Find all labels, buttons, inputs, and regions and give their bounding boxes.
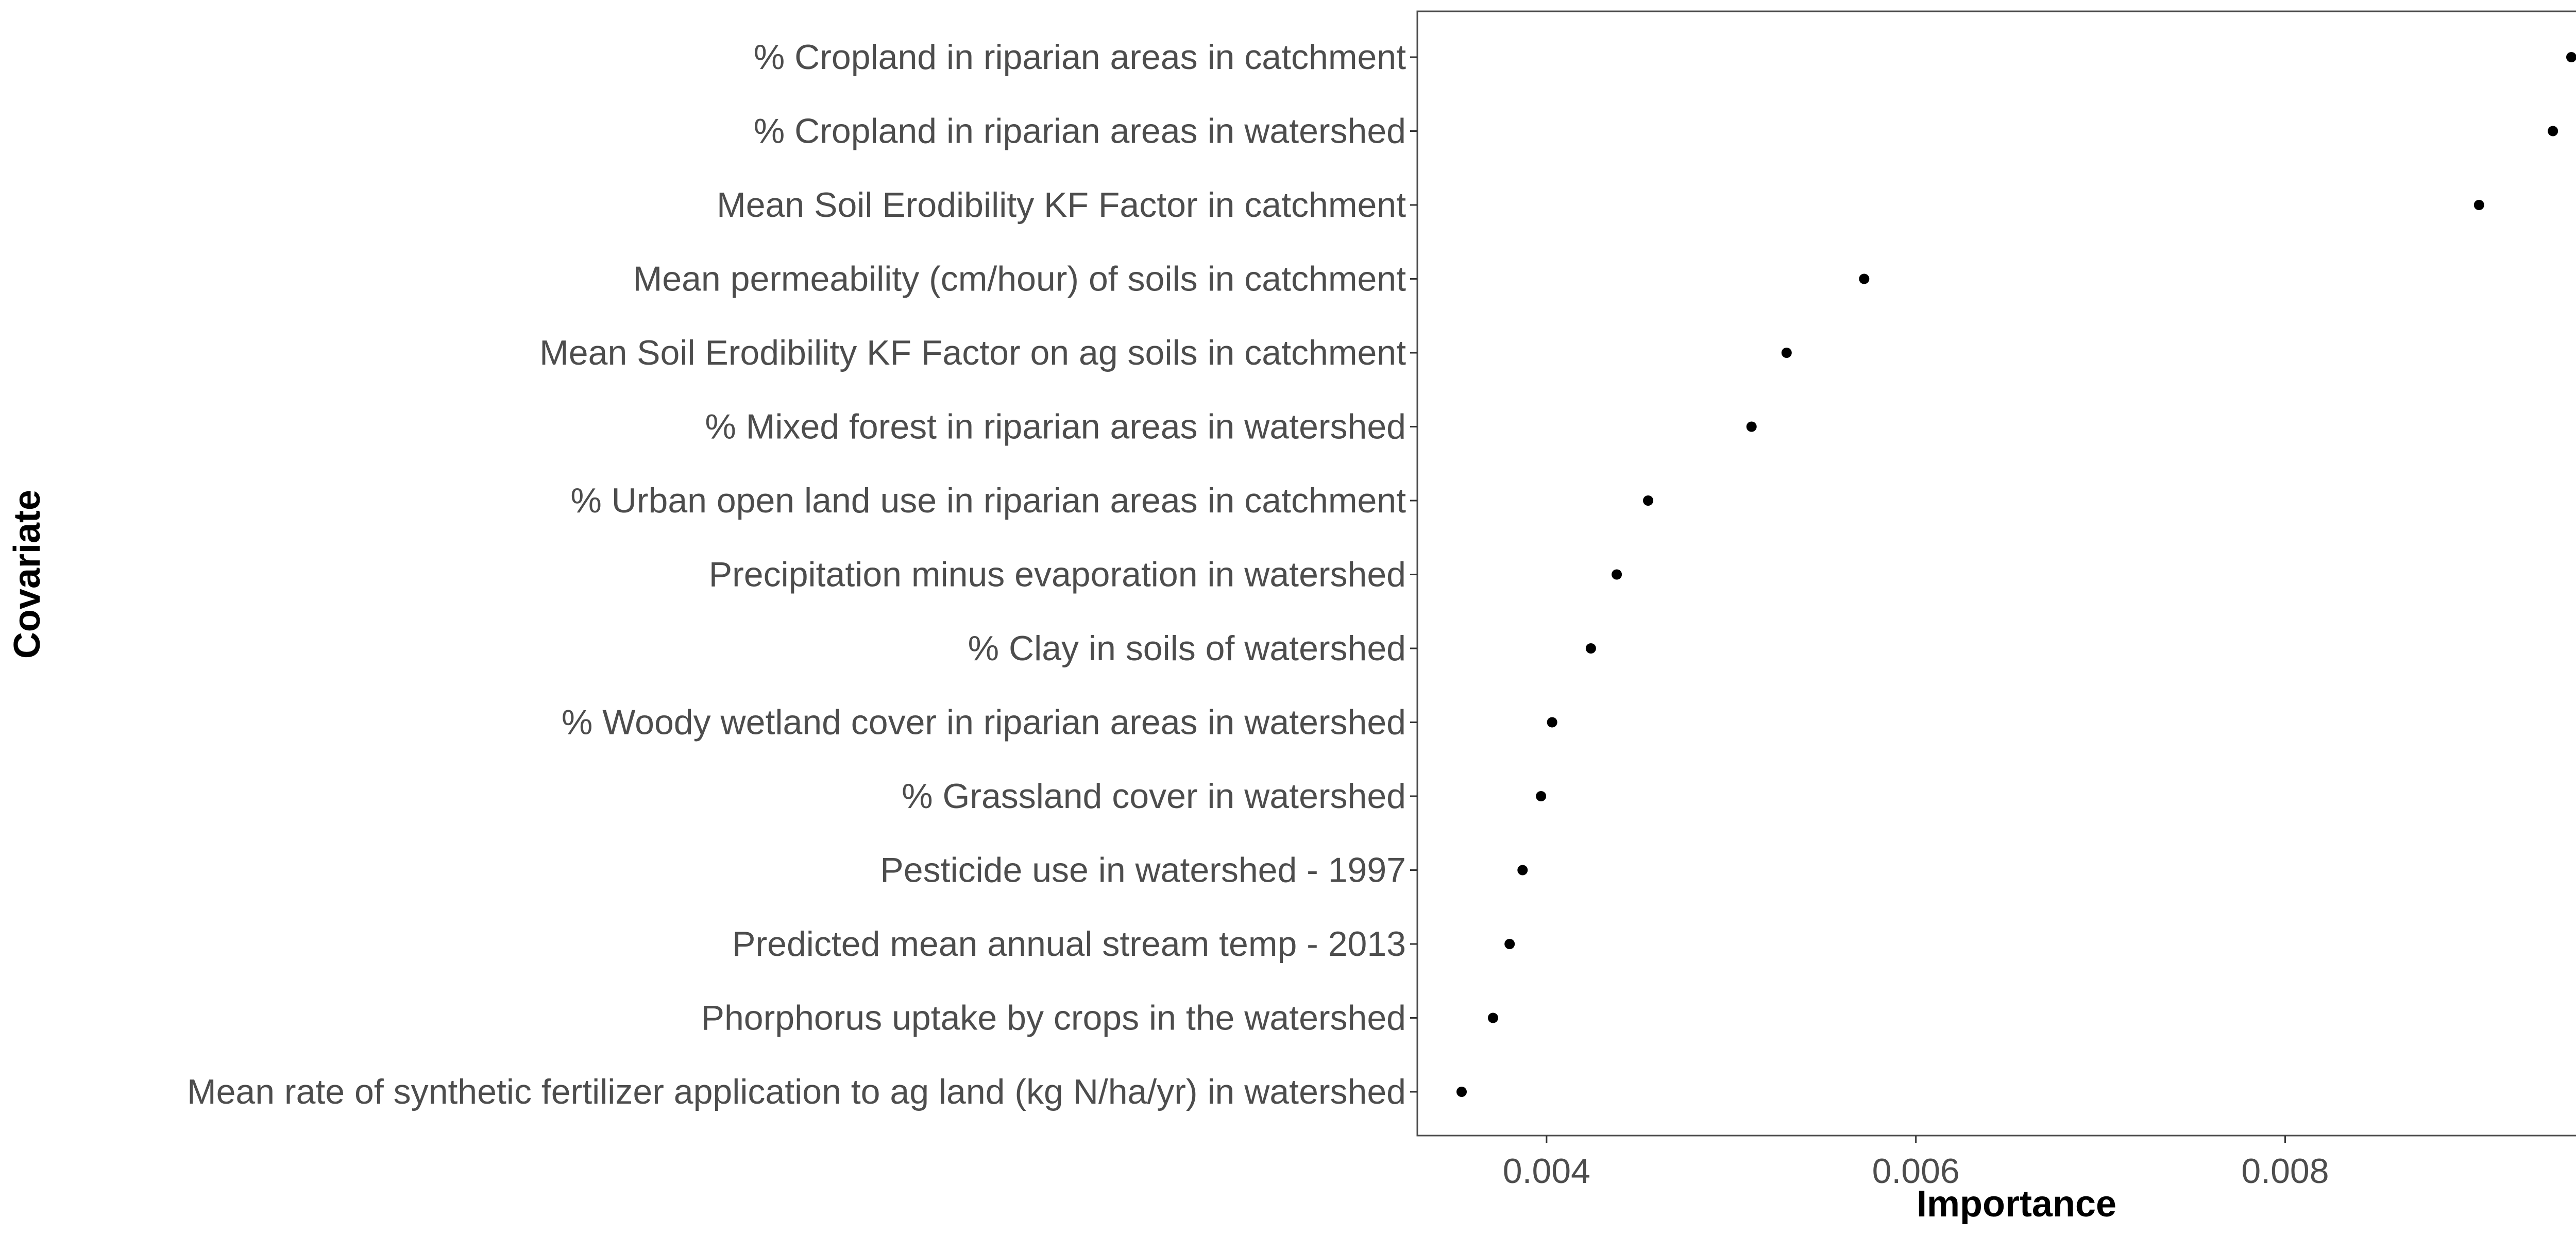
category-label: % Clay in soils of watershed — [968, 629, 1406, 668]
category-label: % Woody wetland cover in riparian areas … — [562, 703, 1406, 742]
x-axis-ticks — [1546, 1136, 2286, 1143]
x-axis-title: Importance — [1917, 1183, 2116, 1225]
y-axis-ticks — [1410, 56, 1417, 1093]
data-point — [2566, 52, 2576, 62]
data-point — [1547, 717, 1557, 728]
data-point — [1517, 865, 1528, 876]
category-label: Mean rate of synthetic fertilizer applic… — [187, 1072, 1406, 1111]
category-label: Mean Soil Erodibility KF Factor on ag so… — [539, 333, 1406, 372]
data-point — [1504, 939, 1515, 949]
category-label: % Cropland in riparian areas in catchmen… — [754, 38, 1406, 77]
y-axis-title: Covariate — [7, 490, 48, 659]
data-point — [1746, 421, 1757, 432]
data-point — [1456, 1087, 1467, 1097]
data-points — [1456, 52, 2576, 1097]
x-axis-labels: 0.004 0.006 0.008 — [1503, 1152, 2329, 1191]
data-point — [1642, 495, 1653, 506]
category-label: % Grassland cover in watershed — [902, 777, 1406, 816]
y-axis-labels: % Cropland in riparian areas in catchmen… — [187, 38, 1406, 1111]
data-point — [1781, 348, 1792, 358]
x-tick-label: 0.008 — [2241, 1152, 2329, 1191]
data-point — [1536, 791, 1547, 801]
category-label: Phorphorus uptake by crops in the waters… — [701, 999, 1406, 1038]
data-point — [1585, 643, 1596, 654]
category-label: Mean permeability (cm/hour) of soils in … — [633, 260, 1406, 299]
data-point — [1612, 569, 1622, 580]
data-point — [2473, 200, 2484, 210]
x-tick-label: 0.004 — [1503, 1152, 1590, 1191]
plot-panel — [1416, 10, 2576, 1137]
category-label: % Urban open land use in riparian areas … — [570, 481, 1406, 520]
category-label: Precipitation minus evaporation in water… — [709, 555, 1406, 594]
data-point — [1487, 1012, 1498, 1023]
category-label: Predicted mean annual stream temp - 2013 — [732, 924, 1406, 964]
x-tick-label: 0.006 — [1872, 1152, 1960, 1191]
category-label: % Mixed forest in riparian areas in wate… — [705, 407, 1406, 447]
category-label: % Cropland in riparian areas in watershe… — [754, 112, 1406, 151]
data-point — [2548, 126, 2558, 136]
category-label: Mean Soil Erodibility KF Factor in catch… — [717, 185, 1406, 225]
data-point — [1859, 273, 1870, 284]
category-label: Pesticide use in watershed - 1997 — [880, 851, 1406, 890]
